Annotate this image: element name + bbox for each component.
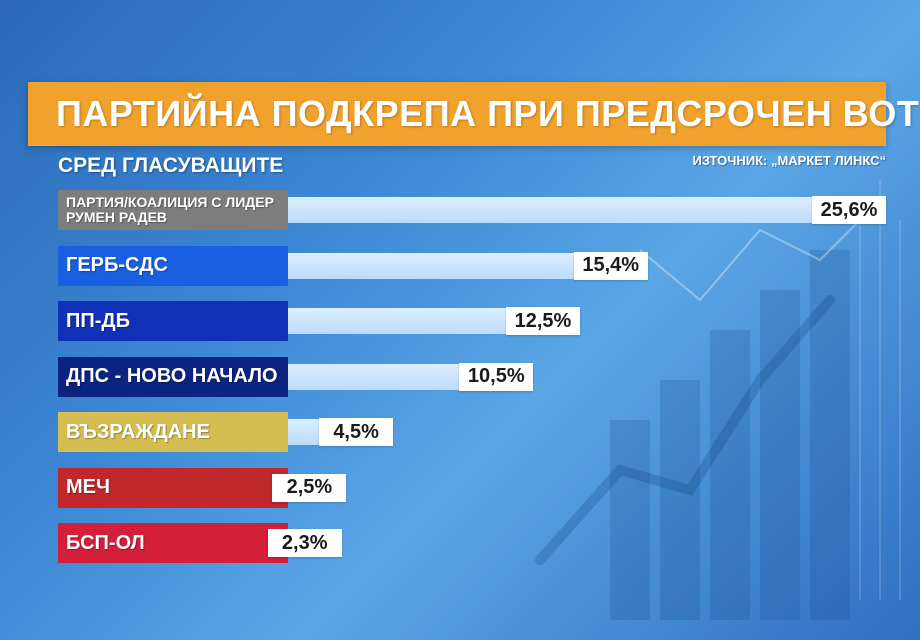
data-label: 12,5% [505,307,580,335]
category-label: МЕЧ [58,467,288,508]
data-label: 10,5% [459,362,534,391]
data-label: 2,3% [267,529,342,557]
source-note: ИЗТОЧНИК: „МАРКЕТ ЛИНКС“ [692,153,886,168]
data-label: 15,4% [573,251,648,280]
data-label: 4,5% [319,418,394,446]
category-label: ГЕРБ-СДС [58,245,288,286]
category-label: ВЪЗРАЖДАНЕ [58,412,288,452]
bar [288,197,886,223]
category-label: ПАРТИЯ/КОАЛИЦИЯ С ЛИДЕР РУМЕН РАДЕВ [58,190,288,230]
data-label: 25,6% [812,196,886,224]
title-banner: ПАРТИЙНА ПОДКРЕПА ПРИ ПРЕДСРОЧЕН ВОТ [28,82,919,146]
data-label: 2,5% [272,473,347,502]
category-label: ДПС - НОВО НАЧАЛО [58,356,288,397]
category-label: БСП-ОЛ [58,523,288,563]
chart-subtitle: СРЕД ГЛАСУВАЩИТЕ [58,154,284,177]
chart-title: ПАРТИЙНА ПОДКРЕПА ПРИ ПРЕДСРОЧЕН ВОТ [56,93,920,134]
category-label: ПП-ДБ [58,301,288,341]
